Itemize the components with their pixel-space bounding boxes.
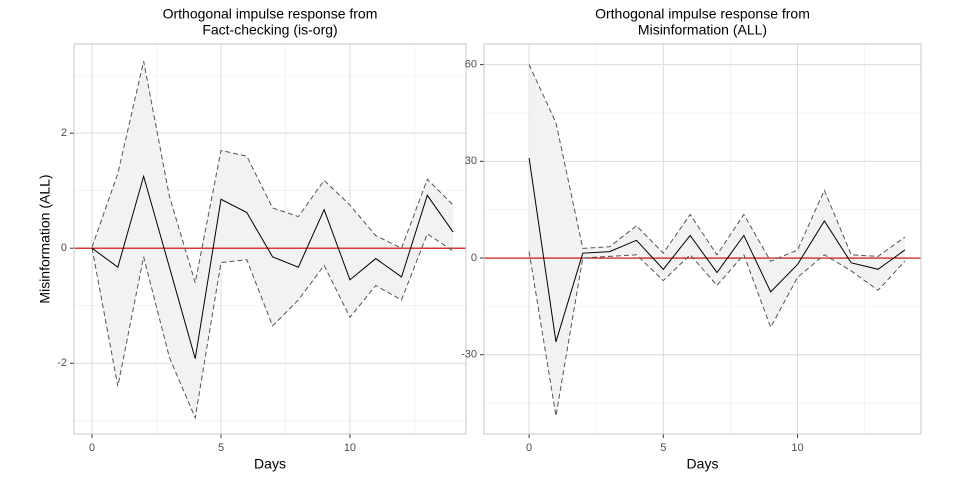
chart-title: Orthogonal impulse response from [595, 6, 810, 22]
chart-title: Misinformation (ALL) [638, 22, 767, 38]
ci-band [92, 61, 454, 418]
ci-lower [91, 233, 454, 420]
y-tick-label: 0 [61, 242, 67, 254]
chart-title: Orthogonal impulse response from [163, 6, 378, 22]
x-tick-label: 5 [660, 442, 666, 454]
y-tick-label: -30 [461, 349, 477, 361]
response-line [528, 158, 906, 342]
x-axis-label: Days [687, 456, 719, 472]
x-tick-label: 0 [89, 442, 95, 454]
y-tick-label: 60 [465, 59, 477, 71]
x-tick-label: 0 [526, 442, 532, 454]
ci-upper [528, 64, 906, 262]
ci-band [529, 64, 905, 416]
y-tick-label: 30 [465, 155, 477, 167]
response-line [91, 174, 454, 359]
x-tick-label: 10 [791, 442, 803, 454]
x-tick-label: 5 [218, 442, 224, 454]
panel-border [483, 43, 922, 435]
y-tick-label: 2 [61, 127, 67, 139]
panel-border [73, 43, 467, 435]
x-tick-label: 10 [344, 442, 356, 454]
y-tick-label: -2 [57, 357, 67, 369]
chart-title: Fact-checking (is-org) [202, 22, 337, 38]
y-axis-label: Misinformation (ALL) [37, 174, 53, 303]
x-axis-label: Days [254, 456, 286, 472]
y-tick-label: 0 [471, 252, 477, 264]
